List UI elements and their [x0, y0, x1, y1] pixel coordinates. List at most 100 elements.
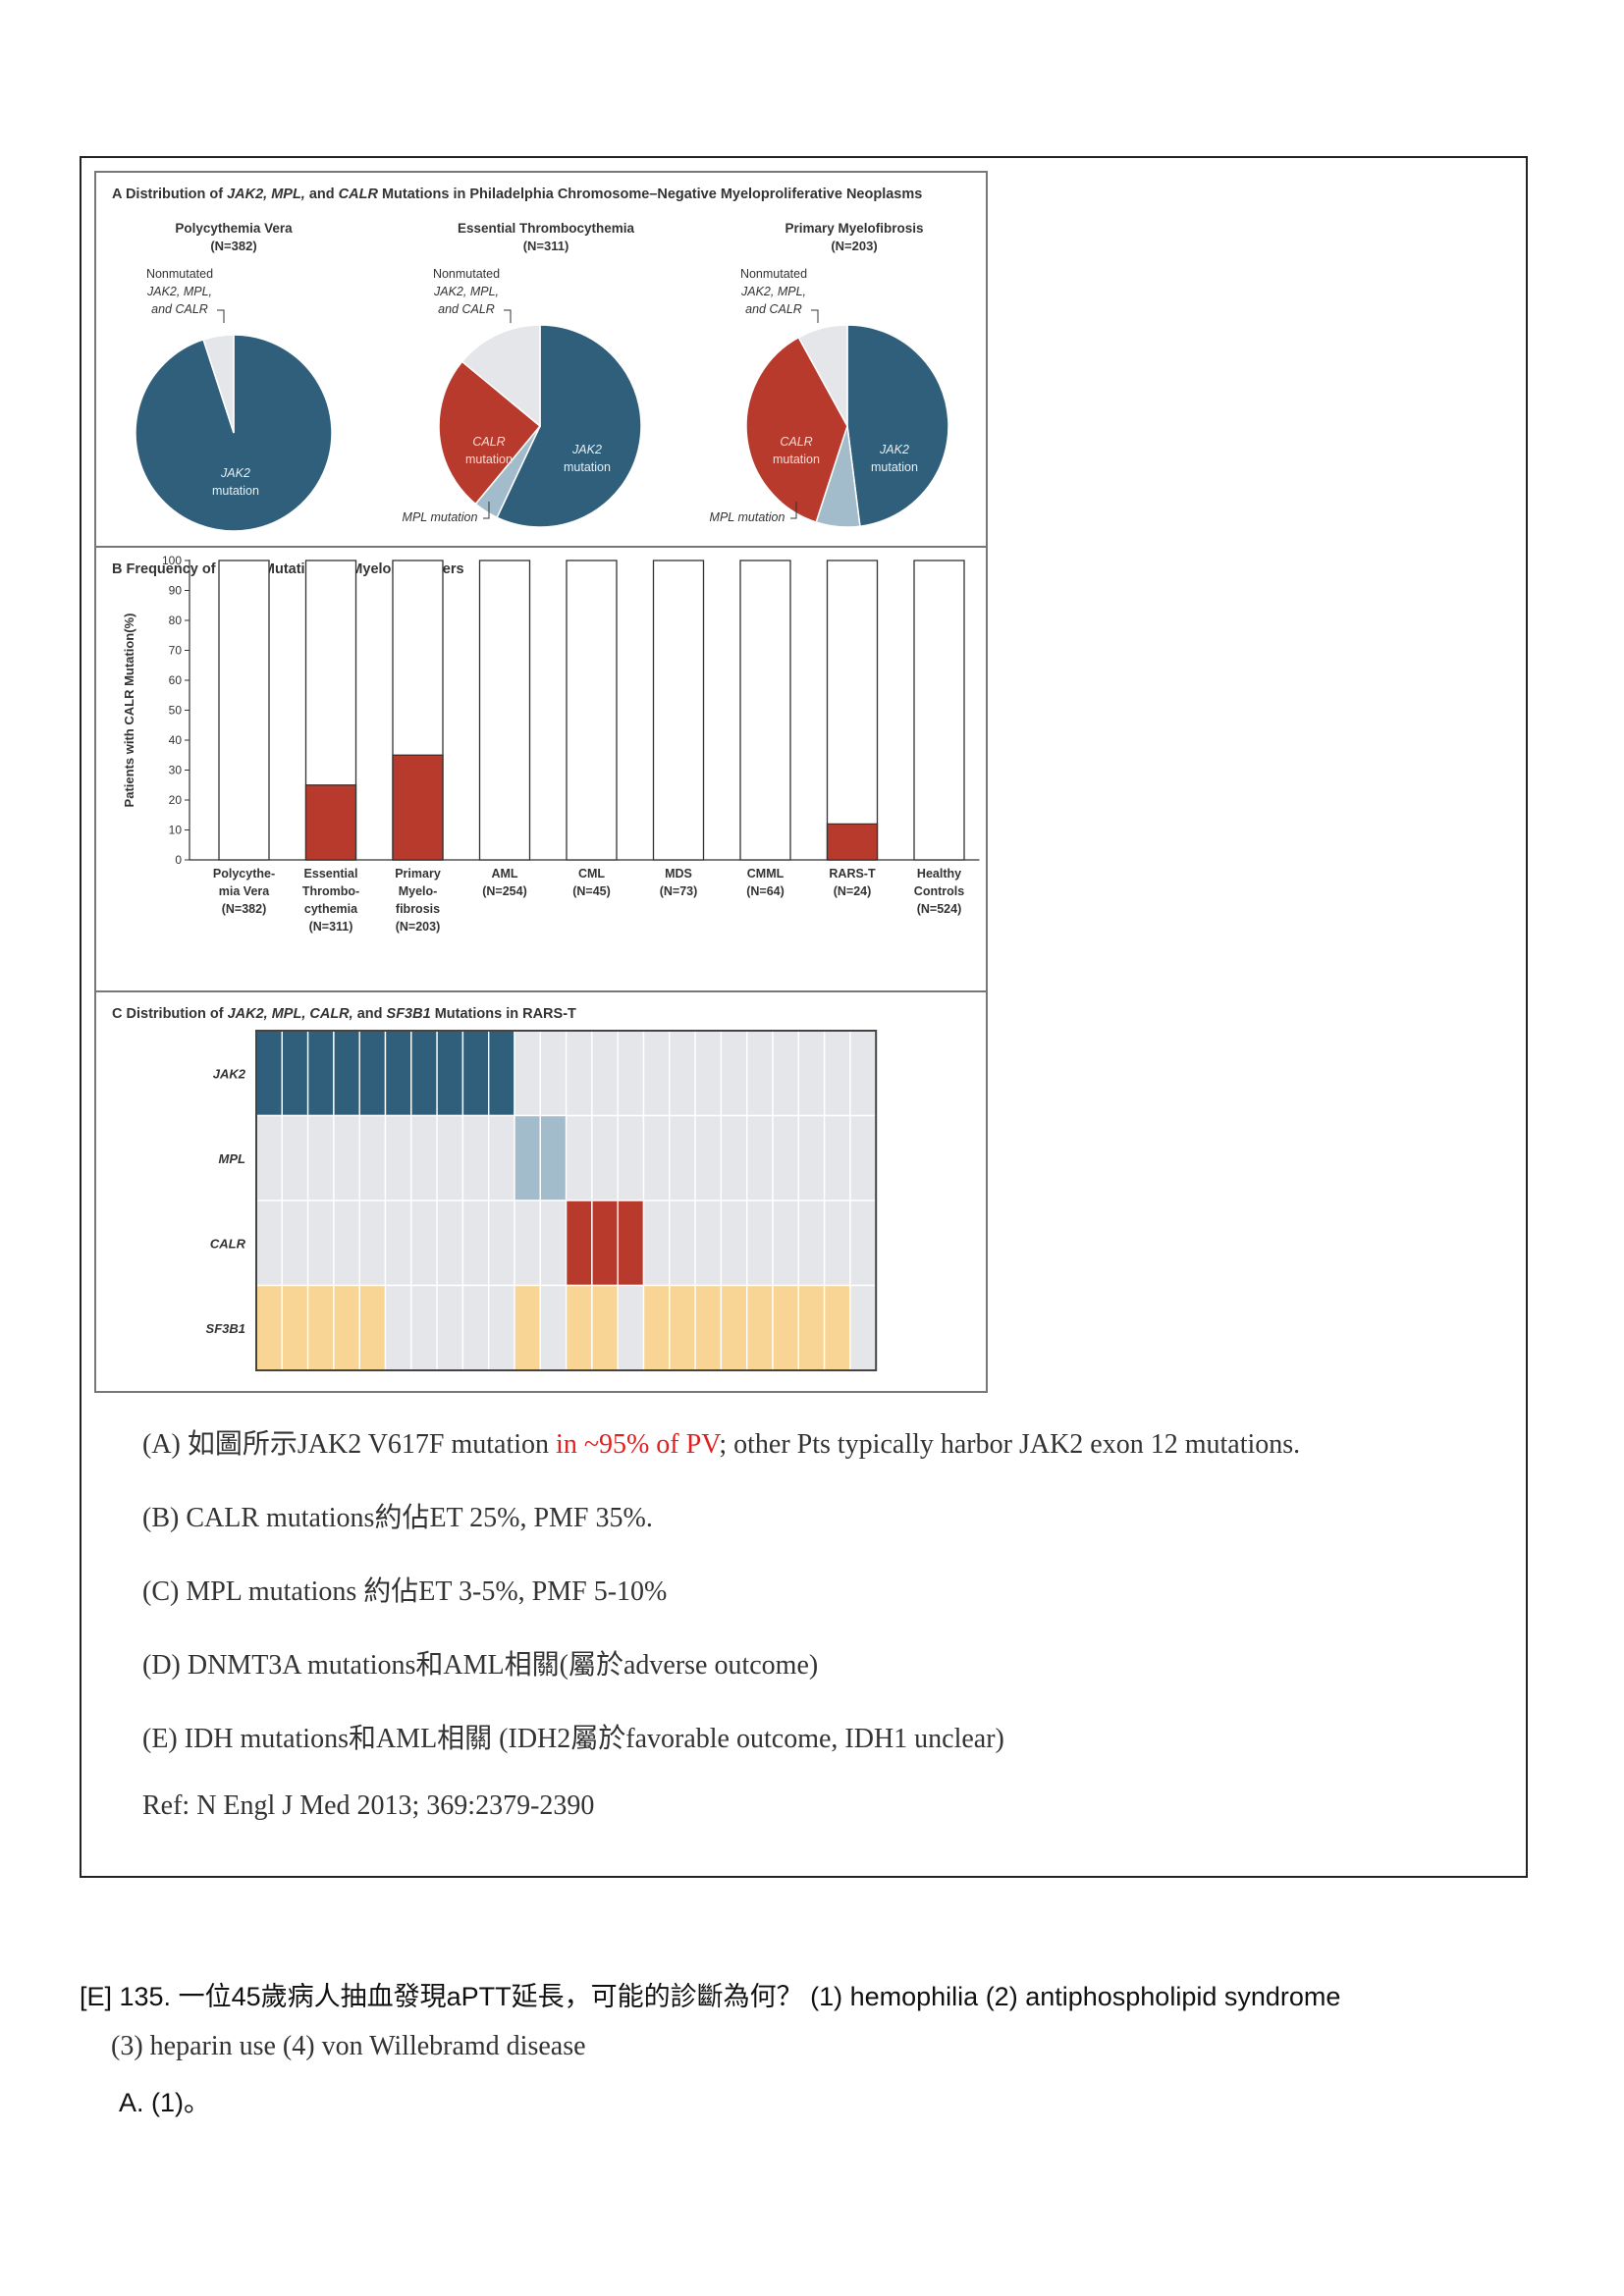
category-label: Primary [395, 867, 441, 881]
category-label: Healthy [917, 867, 961, 881]
category-label: (N=311) [309, 920, 353, 934]
category-label: fibrosis [396, 902, 440, 916]
pie-slice-nonmutated [460, 324, 541, 428]
grid-cell [436, 1200, 464, 1287]
nonmutated-label: JAK2, MPL, [146, 285, 212, 298]
grid-cell [255, 1200, 283, 1287]
option-a: A. (1)。 [119, 2088, 211, 2117]
nonmutated-label: and CALR [438, 302, 495, 316]
grid-cell [591, 1284, 619, 1371]
grid-cell [797, 1284, 826, 1371]
category-label: (N=45) [572, 884, 611, 898]
title-part: CALR [338, 187, 378, 202]
bar-outline [913, 560, 965, 861]
y-tick-label: 10 [169, 824, 183, 837]
gene-label: MPL [219, 1151, 246, 1166]
grid-cell [306, 1284, 335, 1371]
mpl-leader [790, 502, 797, 519]
grid-cell [488, 1200, 515, 1287]
grid-cell [617, 1200, 645, 1287]
nonmutated-label: Nonmutated [433, 267, 500, 281]
grid-cell [823, 1030, 851, 1117]
category-label: (N=382) [222, 902, 267, 916]
title-part: C Distribution of [112, 1006, 228, 1022]
calr-label: CALR [780, 435, 812, 449]
answer-explanation-box [80, 156, 1528, 1878]
pie-title: Polycythemia Vera [175, 221, 293, 236]
grid-cell [436, 1030, 464, 1117]
category-label: Myelo- [399, 884, 438, 898]
category-label: (N=24) [834, 884, 872, 898]
question-stem: [E] 135. 一位45歲病人抽血發現aPTT延長，可能的診斷為何？ (1) … [80, 1982, 1341, 2011]
grid-cell [642, 1030, 671, 1117]
grid-cell [306, 1200, 335, 1287]
pie-slice-calr [438, 360, 542, 506]
gene-label: SF3B1 [206, 1321, 245, 1336]
jak2-label: mutation [871, 460, 918, 474]
panel-a-pie-charts: A Distribution of JAK2, MPL, and CALR Mu… [96, 173, 986, 548]
nonmutated-label: JAK2, MPL, [433, 285, 499, 298]
pie-slice-nonmutated [797, 324, 848, 427]
grid-cell [694, 1114, 723, 1201]
grid-cell [281, 1200, 309, 1287]
grid-cell [461, 1284, 490, 1371]
explanation-a-highlight: in ~95% of PV [556, 1429, 720, 1460]
grid-cell [281, 1114, 309, 1201]
explanation-c: (C) MPL mutations 約佔ET 3-5%, PMF 5-10% [142, 1576, 668, 1607]
grid-cell [720, 1200, 748, 1287]
grid-cell [514, 1114, 541, 1201]
category-label: MDS [665, 867, 692, 881]
pie-2: Essential Thrombocythemia (N=311) Nonmutat… [403, 221, 642, 528]
y-tick-label: 40 [169, 733, 183, 747]
bar-outline [218, 560, 270, 861]
category-label: (N=73) [660, 884, 698, 898]
y-tick-label: 20 [169, 793, 183, 807]
mpl-label: MPL mutation [403, 510, 478, 524]
grid-cell [797, 1114, 826, 1201]
nonmutated-label: JAK2, MPL, [740, 285, 806, 298]
explanation-e: (E) IDH mutations和AML相關 (IDH2屬於favorable… [142, 1724, 1004, 1754]
grid-cell [849, 1284, 877, 1371]
jak2-label: JAK2 [220, 466, 250, 480]
jak2-label: JAK2 [879, 443, 909, 456]
y-tick-label: 60 [169, 673, 183, 687]
grid-cell [617, 1114, 645, 1201]
pie-slice-calr [745, 336, 848, 523]
grid-cell [436, 1284, 464, 1371]
grid-border [255, 1030, 878, 1371]
panel-b-bar-chart: B Frequency of CALR Mutations in Myeloid… [96, 548, 986, 992]
grid-cell [823, 1114, 851, 1201]
grid-cell [591, 1030, 619, 1117]
title-part: A Distribution of [112, 187, 228, 202]
grid-cell [488, 1114, 515, 1201]
grid-cell [410, 1200, 438, 1287]
pie-slice-jak2 [496, 324, 642, 528]
grid-cell [591, 1200, 619, 1287]
grid-cell [358, 1114, 387, 1201]
bar-outline [478, 560, 531, 861]
y-tick-label: 70 [169, 644, 183, 658]
grid-cell [539, 1200, 568, 1287]
title-part: and [304, 187, 339, 202]
category-label: CML [578, 867, 605, 881]
grid-cell [746, 1200, 774, 1287]
grid-cell [720, 1284, 748, 1371]
nejm-figure: A Distribution of JAK2, MPL, and CALR Mu… [94, 171, 988, 1393]
y-tick-label: 50 [169, 704, 183, 718]
explanation-d: (D) DNMT3A mutations和AML相關(屬於adverse out… [142, 1650, 819, 1681]
grid-cell [461, 1200, 490, 1287]
grid-cell [797, 1030, 826, 1117]
bar-outline [652, 560, 705, 861]
grid-cell [669, 1284, 696, 1371]
y-tick-label: 0 [175, 853, 182, 867]
grid-cell [384, 1284, 412, 1371]
title-part: JAK2, MPL, [227, 187, 305, 202]
pie-n: (N=203) [831, 239, 877, 253]
grid-cell [333, 1200, 360, 1287]
grid-cell [281, 1030, 309, 1117]
bar [304, 784, 357, 861]
jak2-label: mutation [564, 460, 611, 474]
grid-cell [514, 1284, 541, 1371]
explanation-a-text-end: ; other Pts typically harbor JAK2 exon 1… [719, 1429, 1301, 1460]
nonmutated-label: and CALR [151, 302, 208, 316]
